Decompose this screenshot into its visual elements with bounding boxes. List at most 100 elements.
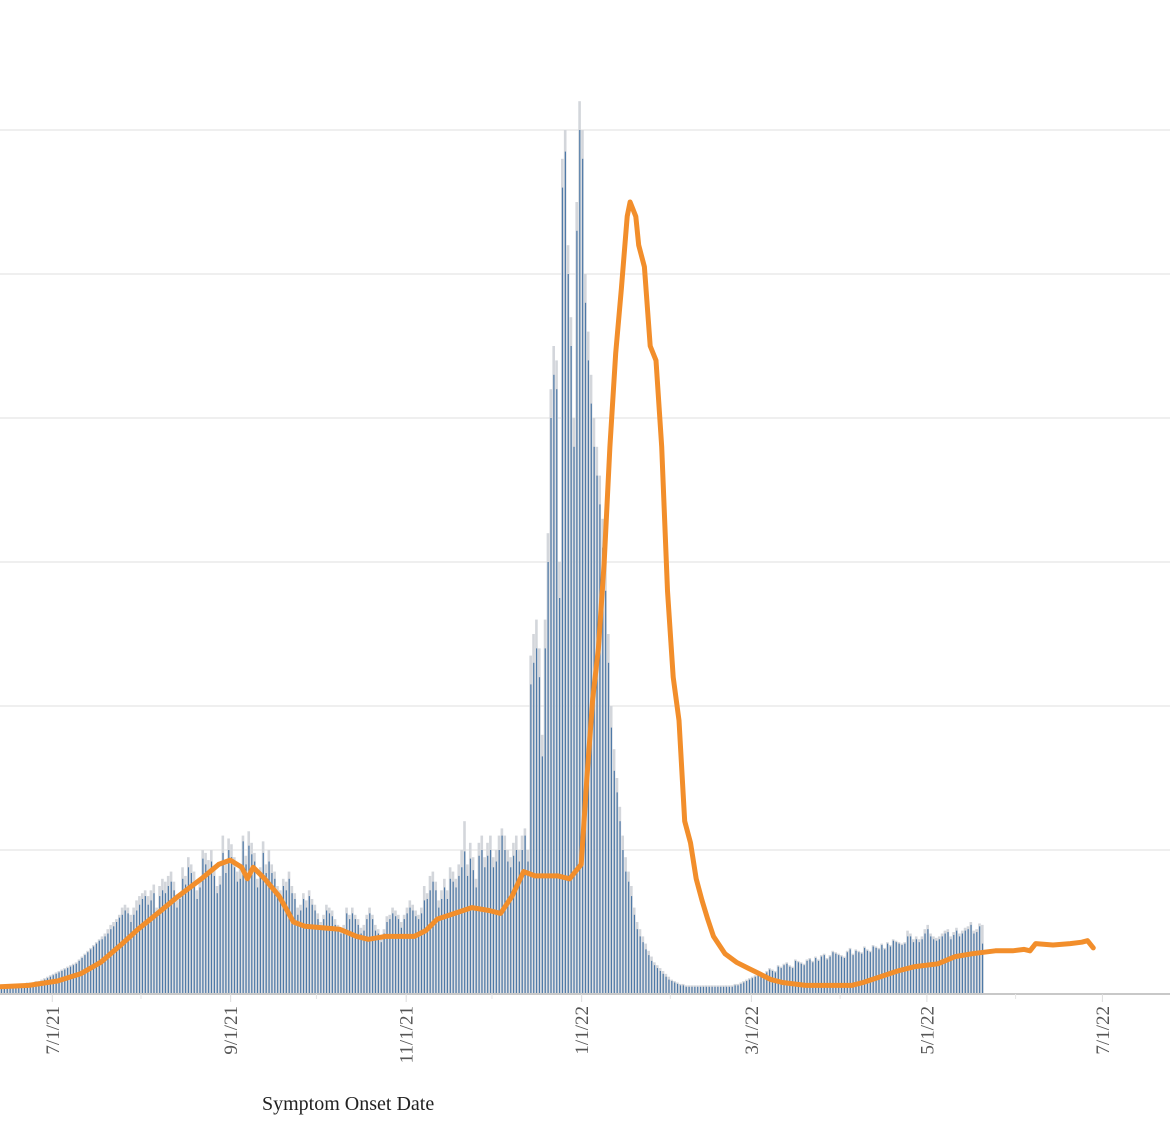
bar-value	[58, 972, 60, 994]
bar-value	[18, 985, 20, 994]
bar-value	[682, 985, 684, 994]
bar-value	[953, 934, 955, 994]
bar-value	[369, 913, 371, 994]
bar-value	[504, 850, 506, 994]
bar-value	[354, 919, 356, 994]
bar-value	[349, 919, 351, 994]
bar-value	[277, 893, 279, 994]
bar-value	[118, 917, 121, 994]
bar-value	[124, 910, 126, 994]
bar-value	[728, 986, 730, 994]
daily-case-bars	[0, 101, 984, 995]
bar-value	[182, 878, 184, 994]
bar-value	[458, 875, 460, 994]
bar-value	[380, 942, 382, 994]
bar-value	[127, 913, 129, 994]
bar-value	[887, 943, 889, 994]
bar-value	[12, 986, 14, 994]
bar-value	[291, 893, 293, 994]
bar-value	[866, 950, 869, 994]
bar-value	[602, 547, 604, 994]
bar-value	[656, 968, 659, 994]
moving-average-polyline	[0, 199, 1096, 990]
x-axis-title: Symptom Onset Date	[262, 1093, 435, 1115]
bar-value	[754, 976, 756, 994]
bar-value	[619, 821, 621, 994]
bar-value	[153, 893, 155, 994]
bar-value	[392, 913, 394, 994]
bar-value	[717, 986, 719, 994]
bar-value	[561, 187, 564, 995]
bar-value	[599, 504, 601, 994]
bar-value	[967, 929, 969, 994]
bar-value	[737, 985, 739, 994]
bar-value	[185, 884, 187, 994]
bar-value	[67, 968, 69, 994]
bar-value	[162, 890, 164, 994]
bar-value	[231, 857, 233, 994]
bar-value	[976, 932, 978, 994]
bar-value	[81, 958, 83, 994]
bar-value	[294, 898, 296, 994]
bar-value	[748, 979, 751, 994]
bar-value	[794, 960, 797, 994]
bar-value	[570, 346, 572, 994]
bar-value	[150, 900, 152, 994]
bar-value	[679, 985, 682, 994]
bar-value	[426, 898, 428, 994]
bar-value	[478, 855, 480, 994]
bar-value	[567, 274, 569, 994]
bar-value	[78, 960, 80, 994]
bar-value	[268, 861, 270, 994]
bar-value	[743, 982, 745, 994]
bar-value	[573, 446, 575, 994]
bar-value	[35, 982, 37, 994]
x-tick-label: 9/1/21	[221, 1006, 242, 1055]
bar-value	[38, 982, 40, 994]
bar-value	[556, 389, 558, 994]
bar-value	[472, 870, 474, 994]
bar-value	[944, 933, 946, 994]
bar-value	[697, 986, 699, 994]
bar-value	[107, 933, 109, 994]
bar-value	[159, 896, 161, 994]
bar-value	[3, 988, 5, 994]
bar-value	[515, 850, 518, 994]
x-tick-label: 1/1/22	[572, 1006, 593, 1055]
bar-value	[141, 898, 144, 994]
bar-value	[832, 952, 834, 994]
bar-value	[613, 770, 615, 994]
bar-value	[138, 904, 141, 994]
bar-value	[685, 986, 687, 994]
bar-value	[331, 916, 333, 994]
bar-value	[702, 986, 705, 994]
bar-value	[964, 930, 966, 994]
bar-value	[547, 562, 549, 994]
bar-value	[823, 955, 825, 994]
bar-value	[26, 983, 28, 994]
bar-value	[864, 947, 866, 994]
bar-value	[438, 907, 440, 994]
bar-value	[610, 727, 613, 994]
bar-value	[861, 953, 863, 994]
bar-value	[806, 960, 808, 994]
bar-value	[645, 949, 647, 994]
bar-value	[432, 881, 434, 994]
bar-value	[377, 933, 379, 994]
bar-value	[412, 910, 414, 994]
bar-value	[170, 881, 172, 994]
bar-value	[72, 965, 75, 994]
bar-value	[671, 981, 673, 994]
bar-value	[714, 986, 716, 994]
bar-value	[941, 936, 943, 994]
bar-value	[544, 648, 546, 994]
bar-value	[630, 896, 633, 994]
bar-value	[87, 952, 89, 994]
bar-value	[587, 360, 590, 994]
bar-value	[242, 841, 244, 994]
bar-value	[61, 970, 63, 994]
bar-value	[970, 924, 972, 994]
bar-value	[757, 975, 759, 994]
bar-value	[213, 875, 215, 994]
